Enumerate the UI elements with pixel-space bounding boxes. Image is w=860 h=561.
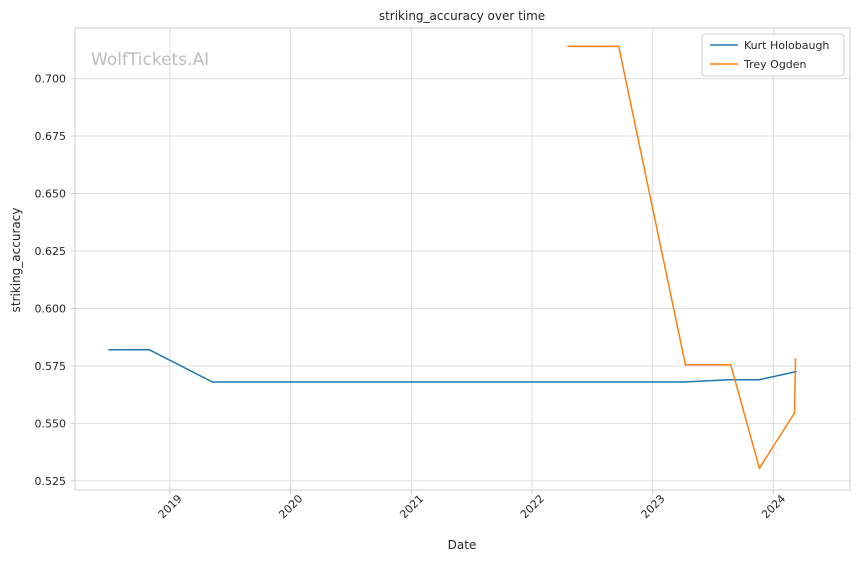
y-tick-label: 0.550 bbox=[35, 417, 67, 430]
data-point-kurt-holobaugh bbox=[683, 381, 685, 383]
data-point-kurt-holobaugh bbox=[211, 381, 214, 383]
y-tick-label: 0.650 bbox=[35, 187, 67, 200]
data-point-kurt-holobaugh bbox=[108, 349, 110, 351]
data-point-kurt-holobaugh bbox=[758, 378, 761, 381]
y-axis-ticks: 0.525 0.550 0.575 0.600 0.625 0.650 0.675 0.700 bbox=[35, 73, 75, 488]
data-point-trey-ogden bbox=[793, 412, 796, 414]
y-axis-label: striking_accuracy bbox=[9, 208, 23, 313]
y-tick-label: 0.525 bbox=[35, 475, 67, 488]
y-tick-label: 0.600 bbox=[35, 302, 67, 315]
data-point-kurt-holobaugh bbox=[728, 378, 730, 381]
plot-area-frame bbox=[74, 27, 851, 491]
chart-title: striking_accuracy over time bbox=[379, 9, 545, 23]
watermark: WolfTickets.AI bbox=[91, 50, 209, 70]
data-point-trey-ogden bbox=[617, 45, 620, 48]
y-tick-label: 0.675 bbox=[35, 130, 67, 143]
data-point-trey-ogden bbox=[567, 45, 569, 48]
y-tick-label: 0.700 bbox=[35, 73, 67, 86]
x-axis-label: Date bbox=[448, 538, 477, 552]
data-point-kurt-holobaugh bbox=[148, 349, 151, 351]
legend-label-trey-ogden: Trey Ogden bbox=[743, 58, 807, 71]
legend-label-kurt-holobaugh: Kurt Holobaugh bbox=[744, 39, 829, 52]
y-tick-label: 0.625 bbox=[35, 245, 67, 258]
grid-lines bbox=[75, 28, 850, 490]
series-layer bbox=[108, 45, 797, 470]
data-point-trey-ogden bbox=[794, 358, 797, 360]
data-point-trey-ogden bbox=[758, 467, 761, 470]
y-tick-label: 0.575 bbox=[35, 360, 67, 373]
data-point-trey-ogden bbox=[729, 363, 732, 366]
legend: Kurt Holobaugh Trey Ogden bbox=[701, 33, 845, 77]
data-point-trey-ogden bbox=[684, 363, 687, 366]
